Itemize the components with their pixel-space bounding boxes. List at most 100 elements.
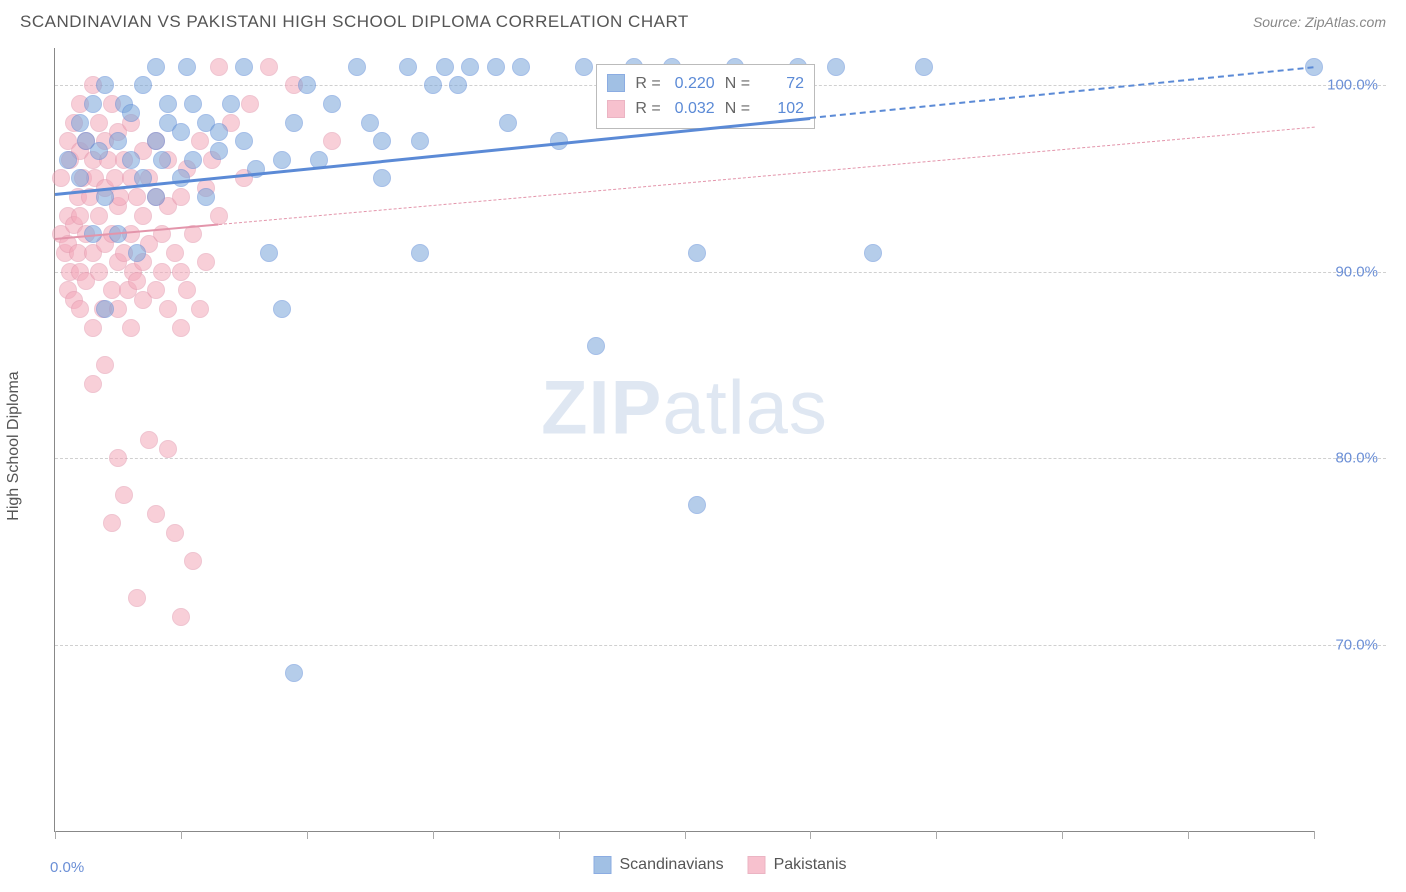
data-point [147,132,165,150]
data-point [210,58,228,76]
data-point [361,114,379,132]
x-tick [1062,831,1063,839]
data-point [172,263,190,281]
y-tick-label: 90.0% [1335,263,1378,280]
data-point [273,151,291,169]
y-axis-label: High School Diploma [5,371,23,520]
data-point [827,58,845,76]
data-point [373,132,391,150]
data-point [348,58,366,76]
stats-n-label: N = [725,71,750,97]
data-point [688,496,706,514]
stats-swatch [607,100,625,118]
data-point [399,58,417,76]
x-tick [1188,831,1189,839]
data-point [147,188,165,206]
data-point [172,169,190,187]
data-point [166,244,184,262]
data-point [373,169,391,187]
chart-title: SCANDINAVIAN VS PAKISTANI HIGH SCHOOL DI… [20,12,689,32]
y-tick-label: 80.0% [1335,450,1378,467]
data-point [115,486,133,504]
x-axis-min-label: 0.0% [50,859,84,876]
data-point [184,151,202,169]
data-point [411,244,429,262]
x-tick [559,831,560,839]
data-point [71,207,89,225]
data-point [96,300,114,318]
legend-item-pakistanis: Pakistanis [748,856,847,874]
data-point [71,114,89,132]
data-point [96,356,114,374]
data-point [84,95,102,113]
stats-r-value: 0.032 [667,96,715,122]
data-point [178,281,196,299]
data-point [90,114,108,132]
data-point [153,263,171,281]
data-point [134,76,152,94]
data-point [178,58,196,76]
legend-label-scandinavians: Scandinavians [620,856,724,874]
data-point [688,244,706,262]
data-point [210,123,228,141]
data-point [134,207,152,225]
data-point [147,281,165,299]
stats-r-label: R = [635,96,660,122]
data-point [71,300,89,318]
data-point [260,244,278,262]
data-point [191,300,209,318]
data-point [191,132,209,150]
legend-swatch-scandinavians [594,856,612,874]
data-point [90,207,108,225]
data-point [71,169,89,187]
data-point [109,132,127,150]
source-attribution: Source: ZipAtlas.com [1253,14,1386,30]
trend-line-dashed [810,67,1314,120]
data-point [59,151,77,169]
x-tick [55,831,56,839]
data-point [260,58,278,76]
data-point [285,664,303,682]
data-point [128,272,146,290]
data-point [864,244,882,262]
plot-area: ZIPatlas 70.0%80.0%90.0%100.0%R =0.220N … [54,48,1314,832]
stats-row: R =0.220N =72 [607,71,804,97]
data-point [90,142,108,160]
legend-item-scandinavians: Scandinavians [594,856,724,874]
data-point [197,188,215,206]
data-point [222,95,240,113]
x-tick [685,831,686,839]
x-tick [433,831,434,839]
data-point [184,552,202,570]
data-point [147,58,165,76]
data-point [84,375,102,393]
x-tick [1314,831,1315,839]
data-point [172,319,190,337]
gridline-h [55,645,1386,646]
data-point [122,319,140,337]
watermark-zip: ZIP [541,366,662,451]
data-point [285,114,303,132]
data-point [140,431,158,449]
legend-swatch-pakistanis [748,856,766,874]
gridline-h [55,458,1386,459]
legend: Scandinavians Pakistanis [594,856,847,874]
data-point [153,151,171,169]
data-point [197,253,215,271]
data-point [298,76,316,94]
data-point [449,76,467,94]
data-point [128,188,146,206]
data-point [96,76,114,94]
data-point [159,300,177,318]
data-point [103,281,121,299]
chart-container: ZIPatlas 70.0%80.0%90.0%100.0%R =0.220N … [54,48,1386,832]
stats-n-value: 72 [756,71,804,97]
data-point [323,132,341,150]
stats-r-label: R = [635,71,660,97]
data-point [128,244,146,262]
x-tick [181,831,182,839]
data-point [122,151,140,169]
data-point [84,319,102,337]
data-point [512,58,530,76]
data-point [424,76,442,94]
